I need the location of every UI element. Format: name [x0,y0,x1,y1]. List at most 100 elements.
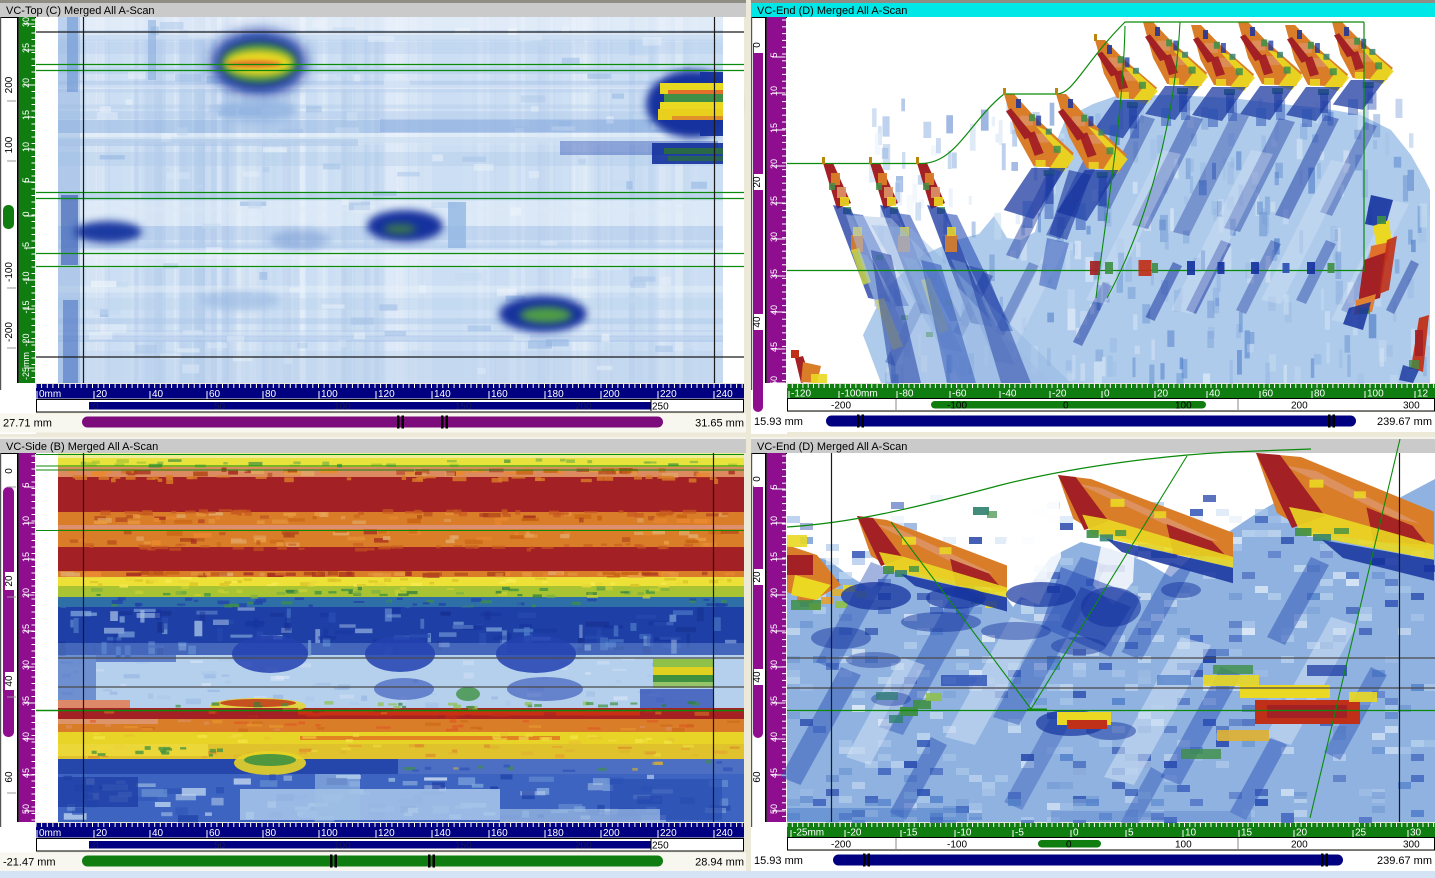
svg-text:150: 150 [455,402,472,413]
svg-text:160: 160 [491,389,508,400]
svg-text:20: 20 [4,575,15,587]
svg-text:-5: -5 [21,242,31,250]
svg-text:20: 20 [1157,389,1169,400]
svg-text:VC-End (D) Merged All A-Scan: VC-End (D) Merged All A-Scan [757,441,907,453]
svg-text:VC-Side (B) Merged All A-Scan: VC-Side (B) Merged All A-Scan [6,441,158,453]
svg-text:0: 0 [752,476,763,482]
svg-text:35: 35 [769,696,779,706]
svg-text:0: 0 [93,841,99,852]
svg-text:-80: -80 [899,389,914,400]
svg-text:50: 50 [214,841,226,852]
svg-text:5: 5 [769,484,779,489]
svg-text:40: 40 [152,389,164,400]
svg-text:200: 200 [575,402,592,413]
svg-text:-200: -200 [831,401,851,412]
svg-text:-100mm: -100mm [841,389,878,400]
svg-text:27.71 mm: 27.71 mm [3,418,52,430]
svg-text:20: 20 [96,389,108,400]
svg-text:250: 250 [652,841,669,852]
svg-text:-200: -200 [831,840,851,851]
svg-text:80: 80 [265,828,277,839]
svg-text:35: 35 [21,696,31,706]
svg-text:100: 100 [1175,840,1192,851]
svg-text:40: 40 [752,671,763,683]
svg-text:100: 100 [1367,389,1384,400]
svg-text:40: 40 [769,305,779,315]
svg-text:-40: -40 [1002,389,1017,400]
svg-text:300: 300 [1403,840,1420,851]
svg-text:-100: -100 [947,840,967,851]
svg-text:40: 40 [4,675,15,687]
svg-text:0: 0 [1066,840,1072,851]
svg-text:20: 20 [96,828,108,839]
svg-text:10: 10 [1185,828,1197,839]
svg-text:0mm: 0mm [39,828,61,839]
svg-text:-21.47 mm: -21.47 mm [3,857,56,869]
svg-text:15: 15 [1241,828,1253,839]
svg-text:-100: -100 [947,401,967,412]
svg-text:45: 45 [21,768,31,778]
svg-text:200: 200 [575,841,592,852]
svg-text:0: 0 [4,468,15,474]
svg-text:25: 25 [21,624,31,634]
svg-text:-25mm: -25mm [21,352,31,380]
svg-text:240: 240 [716,389,733,400]
svg-text:239.67 mm: 239.67 mm [1377,855,1432,867]
svg-text:25: 25 [21,43,31,53]
svg-text:-15: -15 [21,300,31,313]
svg-text:240: 240 [716,828,733,839]
svg-text:15: 15 [769,552,779,562]
svg-text:120: 120 [378,389,395,400]
svg-text:0: 0 [21,211,31,216]
svg-text:12: 12 [1417,389,1429,400]
svg-text:20: 20 [21,588,31,598]
svg-text:25: 25 [769,624,779,634]
svg-text:120: 120 [378,828,395,839]
svg-text:40: 40 [21,732,31,742]
svg-text:15: 15 [21,110,31,120]
svg-text:220: 220 [660,828,677,839]
svg-text:60: 60 [4,771,15,783]
svg-text:100: 100 [321,389,338,400]
svg-text:60: 60 [752,771,763,783]
svg-text:10: 10 [21,142,31,152]
svg-text:40: 40 [769,732,779,742]
svg-text:0: 0 [1104,389,1110,400]
svg-text:150: 150 [455,841,472,852]
svg-text:-10: -10 [957,828,972,839]
svg-text:160: 160 [491,828,508,839]
svg-text:15.93 mm: 15.93 mm [754,416,803,428]
svg-text:60: 60 [1262,389,1274,400]
svg-text:60: 60 [209,389,221,400]
svg-text:25: 25 [1355,828,1367,839]
svg-text:220: 220 [660,389,677,400]
svg-text:10: 10 [21,516,31,526]
svg-text:20: 20 [752,571,763,583]
svg-text:0: 0 [93,402,99,413]
svg-text:-20: -20 [1052,389,1067,400]
svg-text:0mm: 0mm [39,389,61,400]
svg-text:80: 80 [1314,389,1326,400]
svg-text:20: 20 [769,159,779,169]
svg-text:239.67 mm: 239.67 mm [1377,416,1432,428]
svg-text:200: 200 [1291,840,1308,851]
svg-text:100: 100 [4,136,15,153]
svg-text:50: 50 [769,804,779,814]
svg-text:30: 30 [21,660,31,670]
svg-text:15: 15 [21,552,31,562]
svg-text:60: 60 [209,828,221,839]
svg-text:-20: -20 [847,828,862,839]
svg-text:15.93 mm: 15.93 mm [754,855,803,867]
svg-text:31.65 mm: 31.65 mm [695,418,744,430]
svg-text:180: 180 [547,828,564,839]
svg-text:VC-Top (C) Merged All A-Scan: VC-Top (C) Merged All A-Scan [6,5,155,17]
svg-text:80: 80 [265,389,277,400]
svg-text:100: 100 [1175,401,1192,412]
svg-text:25: 25 [769,196,779,206]
svg-text:5: 5 [769,52,779,57]
svg-text:250: 250 [652,402,669,413]
svg-text:5: 5 [1128,828,1134,839]
svg-text:10: 10 [769,86,779,96]
svg-text:45: 45 [769,768,779,778]
svg-text:40: 40 [152,828,164,839]
